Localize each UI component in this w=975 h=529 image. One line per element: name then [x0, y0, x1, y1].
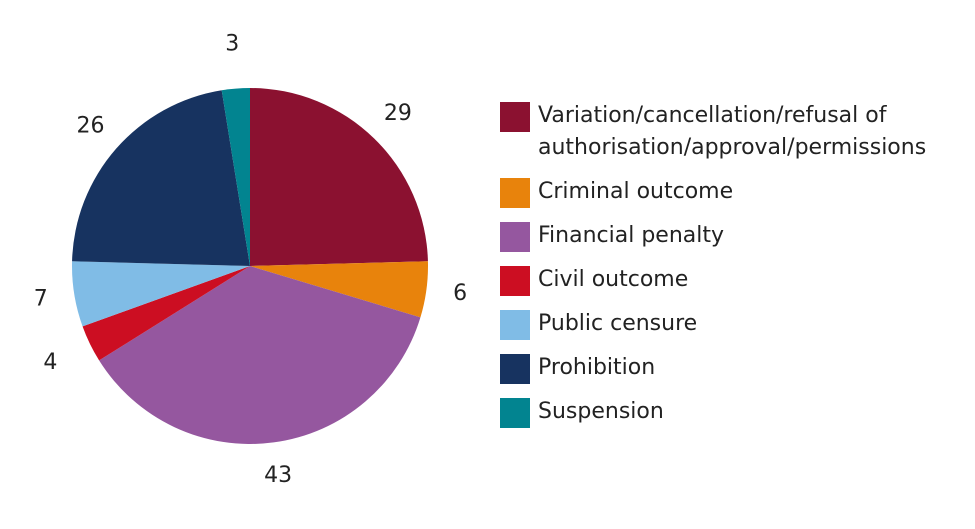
legend: Variation/cancellation/refusal of author… [500, 100, 970, 440]
slice-value-label: 7 [34, 287, 48, 312]
legend-label: Financial penalty [538, 223, 725, 248]
pie-slice [99, 266, 421, 444]
pie-slice [72, 90, 250, 266]
pie-slice [72, 261, 250, 327]
legend-label: Criminal outcome [538, 179, 734, 204]
legend-swatch [500, 222, 530, 252]
pie-chart: 29 6 43 4 7 26 3 [34, 32, 467, 488]
legend-item: Civil outcome [500, 264, 970, 296]
slice-value-label: 29 [384, 101, 412, 126]
legend-label: Civil outcome [538, 267, 689, 292]
legend-label: Suspension [538, 399, 664, 424]
legend-label: Prohibition [538, 355, 656, 380]
legend-swatch [500, 266, 530, 296]
pie-slice [250, 88, 428, 266]
legend-swatch [500, 178, 530, 208]
legend-swatch [500, 102, 530, 132]
pie-slice [82, 266, 250, 361]
legend-item: Suspension [500, 396, 970, 428]
legend-item: Prohibition [500, 352, 970, 384]
legend-item: Financial penalty [500, 220, 970, 252]
legend-item: Public censure [500, 308, 970, 340]
legend-swatch [500, 354, 530, 384]
legend-item: Criminal outcome [500, 176, 970, 208]
legend-item: Variation/cancellation/refusal of author… [500, 100, 970, 164]
slice-value-label: 26 [76, 113, 104, 138]
legend-swatch [500, 310, 530, 340]
legend-swatch [500, 398, 530, 428]
slice-value-label: 6 [453, 281, 467, 306]
pie-slice [221, 88, 250, 266]
pie-slice [250, 261, 428, 318]
slice-value-label: 4 [43, 350, 57, 375]
legend-label: Public censure [538, 311, 698, 336]
legend-label: Variation/cancellation/refusal of author… [538, 103, 927, 160]
slice-value-label: 43 [264, 463, 292, 488]
slice-value-label: 3 [225, 32, 239, 57]
